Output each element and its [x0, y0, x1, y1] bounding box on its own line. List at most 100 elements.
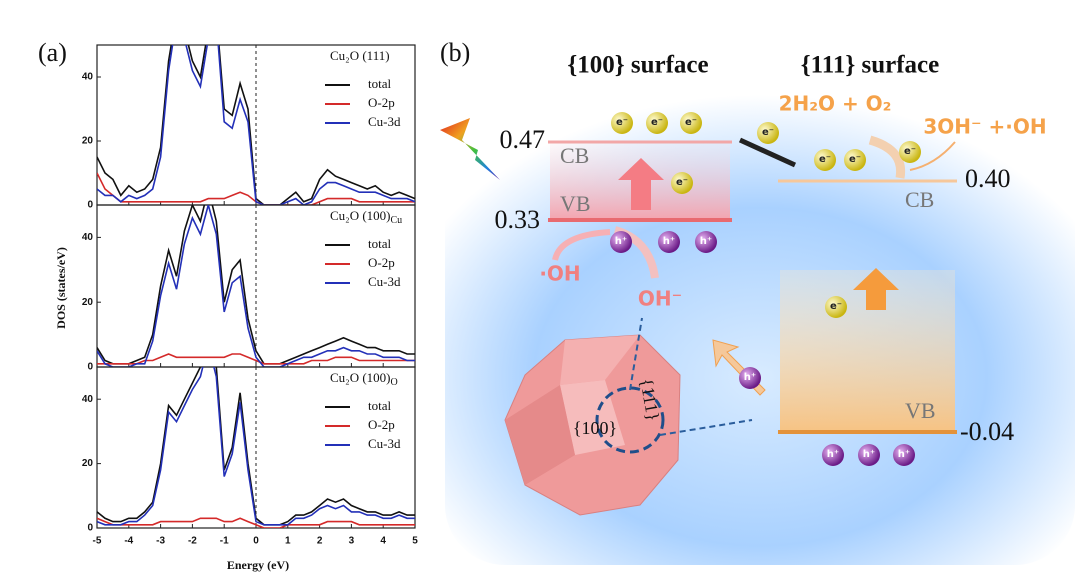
title-text: Cu₂O (111) — [330, 48, 390, 63]
panel-label: (a) — [38, 38, 67, 67]
species: OH⁻ — [638, 287, 682, 311]
carrier-label: h⁺ — [700, 236, 712, 247]
x-tick-label: 1 — [285, 536, 291, 547]
legend-label: total — [368, 236, 391, 251]
legend-label: O-2p — [368, 95, 395, 110]
arrow — [909, 141, 956, 171]
carriers: e⁻ e⁻ e⁻ e⁻ e⁻ e⁻ e⁻ e⁻ e⁻ h⁺ h⁺ h⁺ h⁺ h⁺ h⁺ h⁺ — [610, 112, 921, 466]
electron — [825, 296, 847, 318]
carrier-label: e⁻ — [849, 154, 861, 165]
facet-title: {100} surface — [567, 52, 708, 79]
legend-label: O-2p — [368, 417, 395, 432]
title-subscript: O — [391, 377, 398, 388]
x-tick-label: 5 — [412, 536, 418, 547]
electron — [899, 141, 921, 163]
y-tick-label: 0 — [87, 523, 93, 534]
legend-label: Cu-3d — [368, 274, 401, 289]
products: 3OH⁻ +·OH — [923, 115, 1046, 139]
carrier-label: h⁺ — [663, 236, 675, 247]
x-tick-label: -5 — [93, 536, 102, 547]
dos-line — [97, 353, 415, 365]
hole — [739, 367, 761, 389]
dos-line — [97, 367, 415, 526]
carrier-label: e⁻ — [651, 117, 663, 128]
hole — [658, 231, 680, 253]
hole — [858, 444, 880, 466]
panel-label: (b) — [440, 38, 470, 67]
hole — [610, 231, 632, 253]
electron — [757, 122, 779, 144]
facet-label: {100} — [573, 418, 617, 438]
x-tick-label: 2 — [317, 536, 323, 547]
band-label: CB — [905, 187, 934, 212]
y-tick-label: 0 — [87, 362, 93, 373]
legend-label: Cu-3d — [368, 114, 401, 129]
electron — [611, 112, 633, 134]
y-tick-label: 40 — [82, 232, 94, 243]
crystal-face — [505, 385, 575, 485]
electron — [680, 112, 702, 134]
title-subscript: Cu — [391, 215, 403, 226]
arrow — [853, 268, 899, 310]
highlight — [595, 386, 665, 454]
electron — [814, 149, 836, 171]
band-label: CB — [560, 143, 589, 168]
pointer — [629, 317, 643, 391]
potential: 0.33 — [495, 205, 541, 234]
chart-title: Cu₂O (100)O — [330, 370, 398, 388]
band-label: VB — [560, 191, 591, 216]
crystal-face — [560, 380, 625, 455]
electron — [671, 172, 693, 194]
title-text: Cu₂O (100) — [330, 370, 391, 385]
carrier-label: e⁻ — [676, 177, 688, 188]
arrow — [738, 137, 797, 168]
electron — [646, 112, 668, 134]
carrier-label: h⁺ — [744, 372, 756, 383]
crystal-face — [560, 335, 640, 385]
hole — [893, 444, 915, 466]
dos-line — [97, 205, 415, 365]
carrier-label: e⁻ — [762, 127, 774, 138]
x-tick-label: 0 — [253, 536, 259, 547]
carrier-label: e⁻ — [616, 117, 628, 128]
species: ·OH — [539, 262, 580, 286]
carrier-label: h⁺ — [863, 449, 875, 460]
arrow — [868, 135, 906, 179]
chart-title: Cu₂O (100)Cu — [330, 208, 402, 226]
y-tick-label: 40 — [82, 72, 94, 83]
carrier-label: e⁻ — [830, 301, 842, 312]
legend-label: Cu-3d — [368, 436, 401, 451]
title-text: Cu₂O (100) — [330, 208, 391, 223]
y-axis-label: DOS (states/eV) — [54, 247, 68, 329]
carrier-label: h⁺ — [827, 449, 839, 460]
carrier-label: h⁺ — [615, 236, 627, 247]
electron — [844, 149, 866, 171]
y-tick-label: 20 — [82, 458, 94, 469]
legend-label: O-2p — [368, 255, 395, 270]
light-icon — [440, 118, 500, 180]
hole — [695, 231, 717, 253]
y-tick-label: 20 — [82, 297, 94, 308]
x-tick-label: -4 — [124, 536, 133, 547]
y-tick-label: 40 — [82, 394, 94, 405]
legend-label: total — [368, 398, 391, 413]
dos-line — [97, 517, 415, 528]
carrier-label: e⁻ — [685, 117, 697, 128]
legend-label: total — [368, 76, 391, 91]
potential: -0.04 — [960, 417, 1014, 446]
x-tick-label: 3 — [349, 536, 355, 547]
dos-line — [97, 205, 415, 367]
pointer — [659, 419, 753, 436]
carrier-label: h⁺ — [898, 449, 910, 460]
chart-title: Cu₂O (111) — [330, 48, 390, 63]
carrier-label: e⁻ — [819, 154, 831, 165]
x-tick-label: -1 — [220, 536, 229, 547]
y-tick-label: 0 — [87, 200, 93, 211]
reactants: 2H₂O + O₂ — [779, 92, 892, 116]
x-tick-label: -2 — [188, 536, 197, 547]
panel-b: (b) {100} surface {111} surface 0.47 CB … — [440, 38, 1075, 565]
x-axis-label: Energy (eV) — [227, 558, 289, 572]
carrier-label: e⁻ — [904, 146, 916, 157]
dos-line — [97, 45, 415, 205]
